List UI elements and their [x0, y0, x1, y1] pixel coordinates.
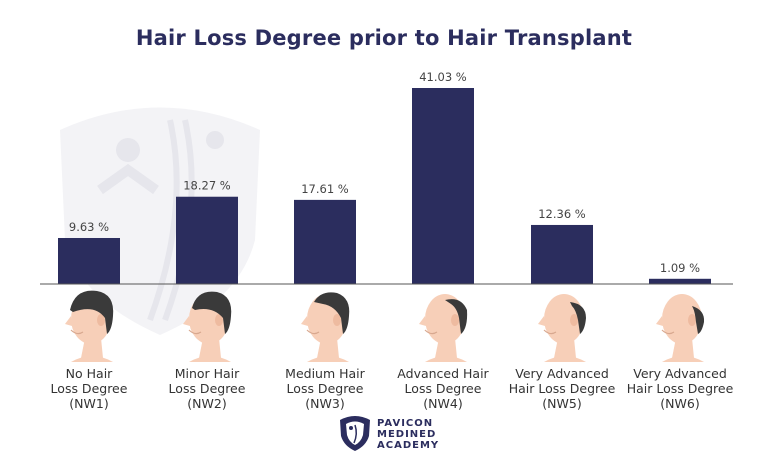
- bar-3: [294, 199, 356, 284]
- category-label-line: Hair Loss Degree: [626, 381, 734, 396]
- category-label-3: Medium Hair Loss Degree (NW3): [255, 366, 395, 411]
- head-nw6-icon: [656, 294, 705, 362]
- value-label-5: 12.36 %: [538, 207, 586, 221]
- category-label-6: Very Advanced Hair Loss Degree (NW6): [610, 366, 750, 411]
- bar-chart: 9.63 % 18.27 % 17.61 % 41.03 % 12.36 % 1.09 %: [40, 70, 733, 285]
- bar-1: [58, 237, 120, 284]
- logo-line-3: ACADEMY: [377, 440, 440, 451]
- logo-line-1: PAVICON: [377, 418, 434, 429]
- category-label-line: (NW5): [542, 396, 582, 411]
- category-label-line: Advanced Hair: [397, 366, 489, 381]
- head-nw2-icon: [183, 291, 232, 362]
- category-label-line: (NW1): [69, 396, 109, 411]
- category-label-line: (NW2): [187, 396, 227, 411]
- category-label-line: Loss Degree: [404, 381, 482, 396]
- logo-line-2: MEDINED: [377, 429, 437, 440]
- bar-2: [176, 196, 238, 284]
- category-label-line: Loss Degree: [286, 381, 364, 396]
- value-labels: 9.63 % 18.27 % 17.61 % 41.03 % 12.36 % 1.09 %: [69, 70, 700, 275]
- category-label-4: Advanced Hair Loss Degree (NW4): [373, 366, 513, 411]
- category-label-5: Very Advanced Hair Loss Degree (NW5): [492, 366, 632, 411]
- category-label-line: Very Advanced: [515, 366, 609, 381]
- chart-title: Hair Loss Degree prior to Hair Transplan…: [135, 26, 633, 50]
- bar-6: [649, 278, 711, 284]
- shield-crest-icon: [340, 416, 370, 451]
- category-label-line: Very Advanced: [633, 366, 727, 381]
- head-nw3-icon: [301, 292, 350, 362]
- value-label-2: 18.27 %: [183, 179, 231, 193]
- value-label-6: 1.09 %: [660, 261, 700, 275]
- category-label-line: No Hair: [65, 366, 113, 381]
- category-label-1: No Hair Loss Degree (NW1): [19, 366, 159, 411]
- head-nw1-icon: [65, 290, 114, 362]
- category-label-line: (NW3): [305, 396, 345, 411]
- bar-4: [412, 88, 474, 284]
- head-illustrations: [65, 290, 705, 362]
- category-label-line: Minor Hair: [174, 366, 240, 381]
- value-label-3: 17.61 %: [301, 182, 349, 196]
- category-label-2: Minor Hair Loss Degree (NW2): [137, 366, 277, 411]
- head-nw5-icon: [538, 294, 586, 362]
- category-label-line: (NW4): [423, 396, 463, 411]
- head-nw4-icon: [419, 294, 468, 362]
- category-label-line: Hair Loss Degree: [508, 381, 616, 396]
- value-label-4: 41.03 %: [419, 70, 467, 84]
- category-label-line: Medium Hair: [285, 366, 365, 381]
- bars: [58, 88, 711, 284]
- category-label-line: Loss Degree: [168, 381, 246, 396]
- category-label-line: Loss Degree: [50, 381, 128, 396]
- bar-5: [531, 224, 593, 284]
- brand-logo: PAVICON MEDINED ACADEMY: [338, 414, 458, 456]
- value-label-1: 9.63 %: [69, 220, 109, 234]
- category-label-line: (NW6): [660, 396, 700, 411]
